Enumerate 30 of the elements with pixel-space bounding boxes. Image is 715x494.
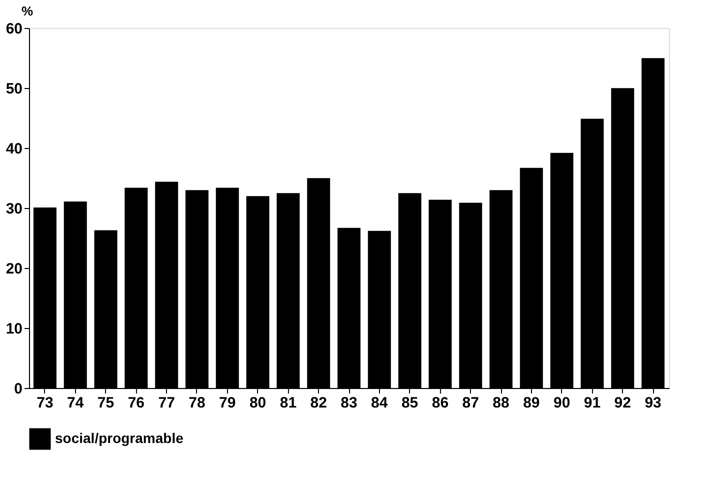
x-tick-label: 87 xyxy=(462,394,479,412)
x-tick-label: 76 xyxy=(128,394,145,412)
x-tick-label: 86 xyxy=(432,394,449,412)
x-tick-label: 91 xyxy=(584,394,601,412)
y-tick-label: 20 xyxy=(6,260,22,278)
x-tick-label: 92 xyxy=(614,394,631,412)
x-tick-label: 89 xyxy=(523,394,540,412)
y-tick-label: 50 xyxy=(6,80,22,98)
y-tick-label: 0 xyxy=(14,380,22,398)
x-tick-label: 88 xyxy=(492,394,510,412)
y-axis-title: % xyxy=(22,4,34,18)
x-tick-label: 79 xyxy=(219,394,236,412)
y-tick-label: 30 xyxy=(6,200,22,218)
x-tick-label: 80 xyxy=(249,394,266,412)
x-tick-label: 83 xyxy=(340,394,358,412)
x-tick-label: 75 xyxy=(97,394,114,412)
legend-label: social/programable xyxy=(55,430,184,446)
y-tick-label: 40 xyxy=(6,140,22,158)
x-tick-label: 73 xyxy=(36,394,54,412)
x-tick-label: 90 xyxy=(553,394,570,412)
x-tick-label: 81 xyxy=(280,394,297,412)
y-tick-label: 10 xyxy=(6,320,22,338)
x-tick-label: 74 xyxy=(67,394,84,412)
x-tick-label: 93 xyxy=(644,394,662,412)
x-tick-label: 78 xyxy=(188,394,206,412)
x-tick-label: 84 xyxy=(371,394,388,412)
y-tick-label: 60 xyxy=(6,20,22,38)
x-tick-label: 82 xyxy=(310,394,327,412)
x-tick-label: 85 xyxy=(401,394,418,412)
x-tick-label: 77 xyxy=(158,394,175,412)
